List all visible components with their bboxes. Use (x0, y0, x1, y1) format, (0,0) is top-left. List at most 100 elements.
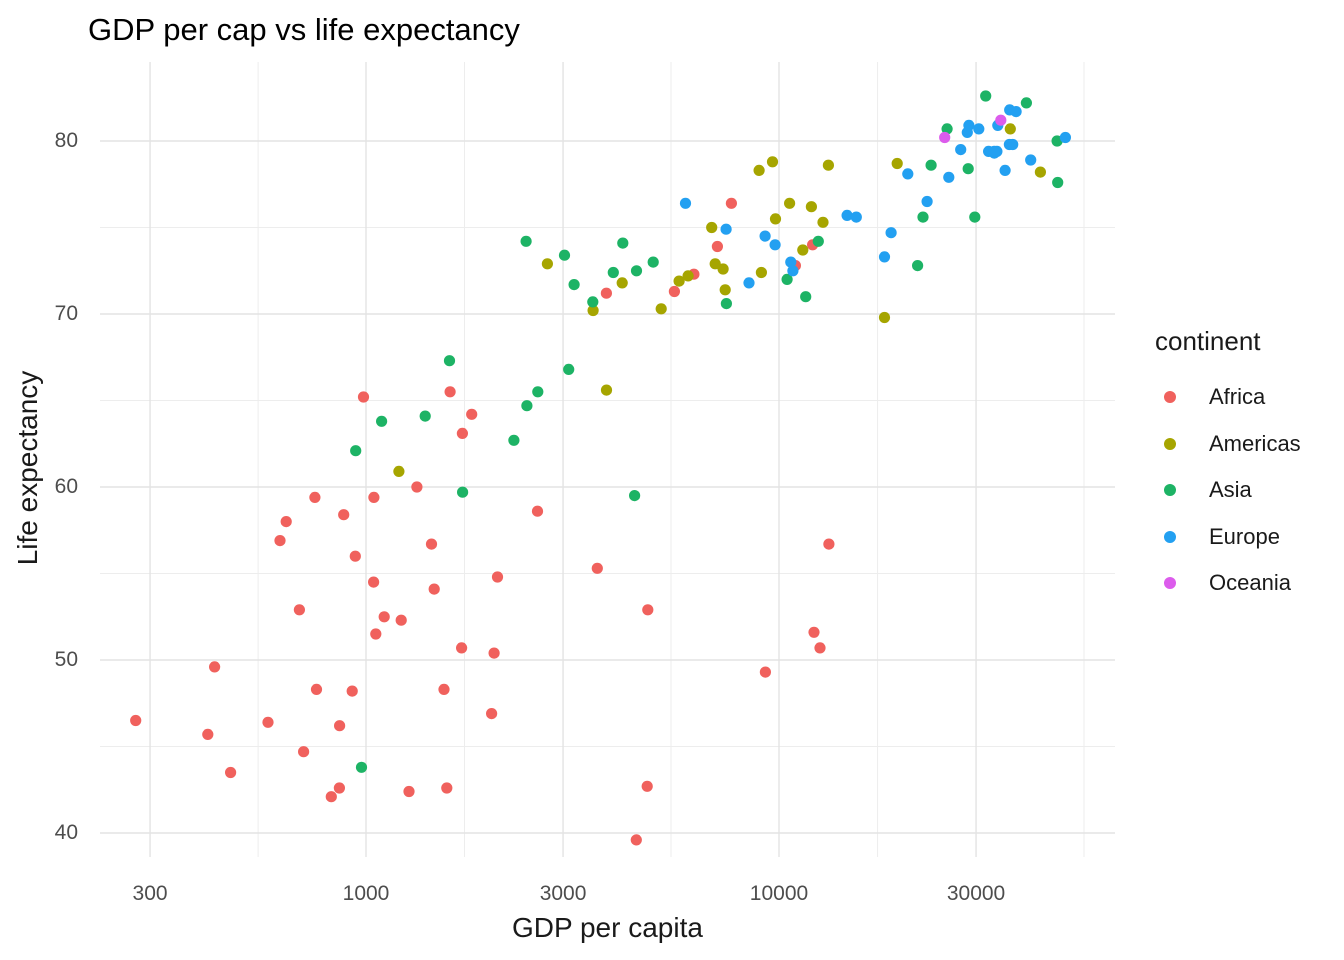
data-point (963, 119, 975, 131)
x-tick-label: 1000 (342, 882, 390, 905)
europe-dot-icon (1164, 530, 1176, 543)
y-tick-label: 80 (54, 129, 78, 152)
data-point (350, 445, 362, 457)
data-point (419, 410, 431, 422)
data-point (368, 576, 380, 588)
data-point (568, 279, 580, 291)
x-tick-label: 300 (132, 882, 168, 905)
legend: continent Africa Americas Asia Europe Oc… (1155, 326, 1301, 607)
data-point (425, 538, 438, 550)
data-point (225, 766, 237, 779)
data-point (679, 197, 692, 209)
data-point (508, 434, 520, 446)
data-point (443, 355, 456, 367)
data-point (743, 277, 755, 289)
data-point (784, 197, 796, 209)
data-point (393, 465, 405, 477)
data-point (850, 211, 862, 223)
data-point (444, 386, 456, 398)
data-point (781, 273, 793, 285)
data-point (486, 708, 498, 720)
data-point (532, 386, 544, 398)
data-point (310, 683, 323, 696)
y-axis-title: Life expectancy (12, 370, 43, 566)
data-point (753, 164, 765, 176)
data-point (346, 685, 358, 697)
data-point (805, 201, 818, 213)
data-point (711, 240, 724, 253)
legend-item-asia: Asia (1155, 467, 1301, 514)
data-point (488, 647, 500, 659)
data-point (630, 265, 643, 277)
data-point (725, 197, 738, 209)
data-point (274, 535, 286, 547)
data-point (841, 209, 853, 221)
legend-label: Europe (1209, 523, 1280, 549)
data-point (333, 782, 345, 794)
data-point (411, 481, 423, 493)
data-point (456, 427, 468, 439)
data-point (647, 256, 659, 268)
legend-label: Americas (1209, 430, 1301, 456)
data-point (1059, 131, 1071, 144)
data-point (1034, 166, 1046, 178)
data-point (673, 275, 685, 287)
data-point (709, 258, 721, 270)
x-tick-label: 10000 (749, 882, 809, 905)
data-point (962, 163, 974, 175)
data-point (800, 291, 812, 303)
data-point (1010, 106, 1022, 118)
data-point (720, 298, 733, 310)
legend-item-americas: Americas (1155, 421, 1301, 468)
legend-label: Africa (1209, 384, 1266, 410)
data-point (925, 159, 937, 171)
legend-item-oceania: Oceania (1155, 560, 1301, 607)
legend-title: continent (1155, 326, 1261, 356)
data-point (912, 260, 924, 272)
data-point (456, 642, 468, 654)
data-point (376, 415, 388, 427)
x-tick-label: 30000 (946, 882, 1006, 905)
data-point (995, 114, 1007, 126)
data-point (466, 408, 478, 420)
data-point (759, 230, 771, 242)
data-point (280, 516, 292, 528)
data-point (755, 266, 768, 279)
legend-item-europe: Europe (1155, 514, 1301, 561)
data-point (607, 266, 619, 279)
data-point (563, 363, 575, 375)
data-point (368, 491, 380, 503)
data-point (988, 145, 1000, 157)
data-point (814, 642, 826, 654)
data-point (1052, 176, 1064, 189)
data-point (1007, 138, 1019, 151)
x-axis-title: GDP per capita (512, 912, 703, 943)
data-point (822, 159, 835, 171)
data-point (541, 258, 554, 270)
data-point (520, 235, 532, 247)
data-point (293, 604, 305, 616)
data-point (812, 235, 824, 247)
data-point (785, 256, 797, 268)
data-point (438, 683, 450, 696)
data-point (1004, 123, 1016, 135)
data-point (766, 156, 779, 168)
data-point (1020, 97, 1032, 109)
data-point (969, 211, 981, 223)
chart-title: GDP per cap vs life expectancy (88, 12, 520, 47)
data-point (334, 720, 346, 732)
data-point (617, 237, 629, 249)
legend-label: Oceania (1209, 570, 1291, 596)
data-point (441, 782, 453, 794)
data-point (428, 583, 440, 595)
data-point (717, 263, 729, 275)
data-point (973, 123, 985, 135)
data-point (130, 714, 142, 727)
data-point (943, 171, 955, 183)
data-point (262, 716, 274, 728)
data-point (941, 123, 953, 135)
legend-item-africa: Africa (1155, 374, 1301, 421)
data-point (403, 785, 415, 798)
x-tick-label: 3000 (539, 882, 587, 905)
data-point (769, 213, 782, 225)
